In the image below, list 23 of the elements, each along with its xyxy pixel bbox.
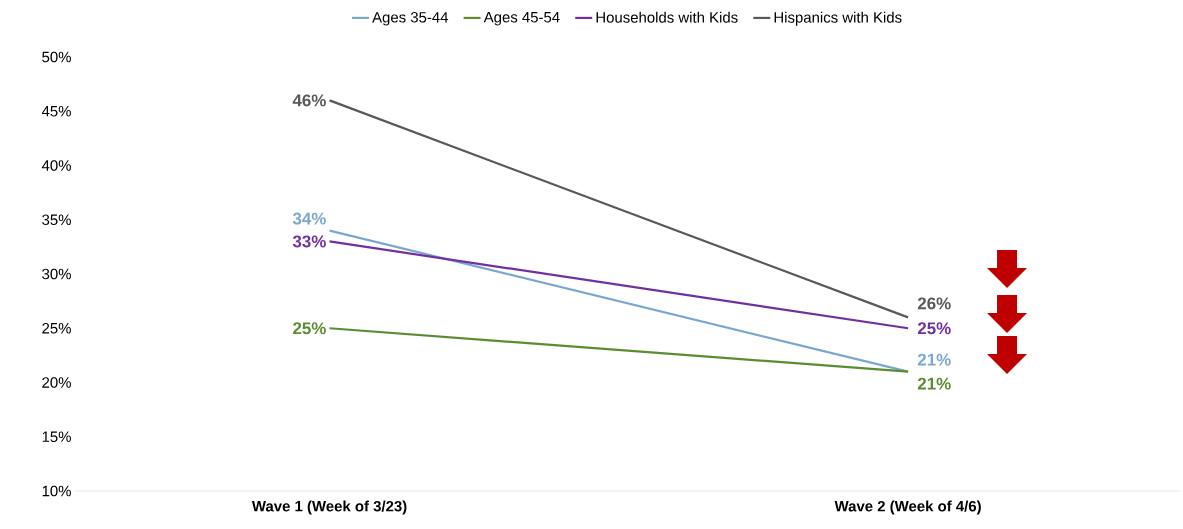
y-tick-label: 40% — [41, 160, 71, 171]
data-label: 33% — [292, 235, 326, 248]
y-tick-label: 35% — [42, 214, 71, 226]
data-label: 21% — [917, 377, 951, 390]
legend-label: Households with Kids — [596, 11, 738, 23]
y-tick-label: 30% — [42, 268, 71, 280]
y-tick-label: 45% — [41, 106, 71, 117]
data-label: 21% — [917, 353, 951, 366]
legend-label: Hispanics with Kids — [774, 11, 902, 26]
data-label: 46% — [292, 94, 326, 107]
legend-label: Ages 35-44 — [372, 11, 449, 26]
data-label: 25% — [917, 322, 951, 335]
data-label: 34% — [292, 212, 326, 225]
y-tick-label: 10% — [42, 485, 71, 497]
x-tick-label: Wave 1 (Week of 3/23) — [251, 500, 407, 515]
data-label: 25% — [293, 322, 326, 335]
y-tick-label: 20% — [42, 377, 71, 388]
y-tick-label: 50% — [42, 51, 71, 63]
data-label: 26% — [917, 297, 951, 310]
y-tick-label: 15% — [42, 431, 71, 442]
legend-label: Ages 45-54 — [483, 12, 560, 26]
x-tick-label: Wave 2 (Week of 4/6) — [834, 500, 981, 515]
y-tick-label: 25% — [42, 322, 71, 334]
